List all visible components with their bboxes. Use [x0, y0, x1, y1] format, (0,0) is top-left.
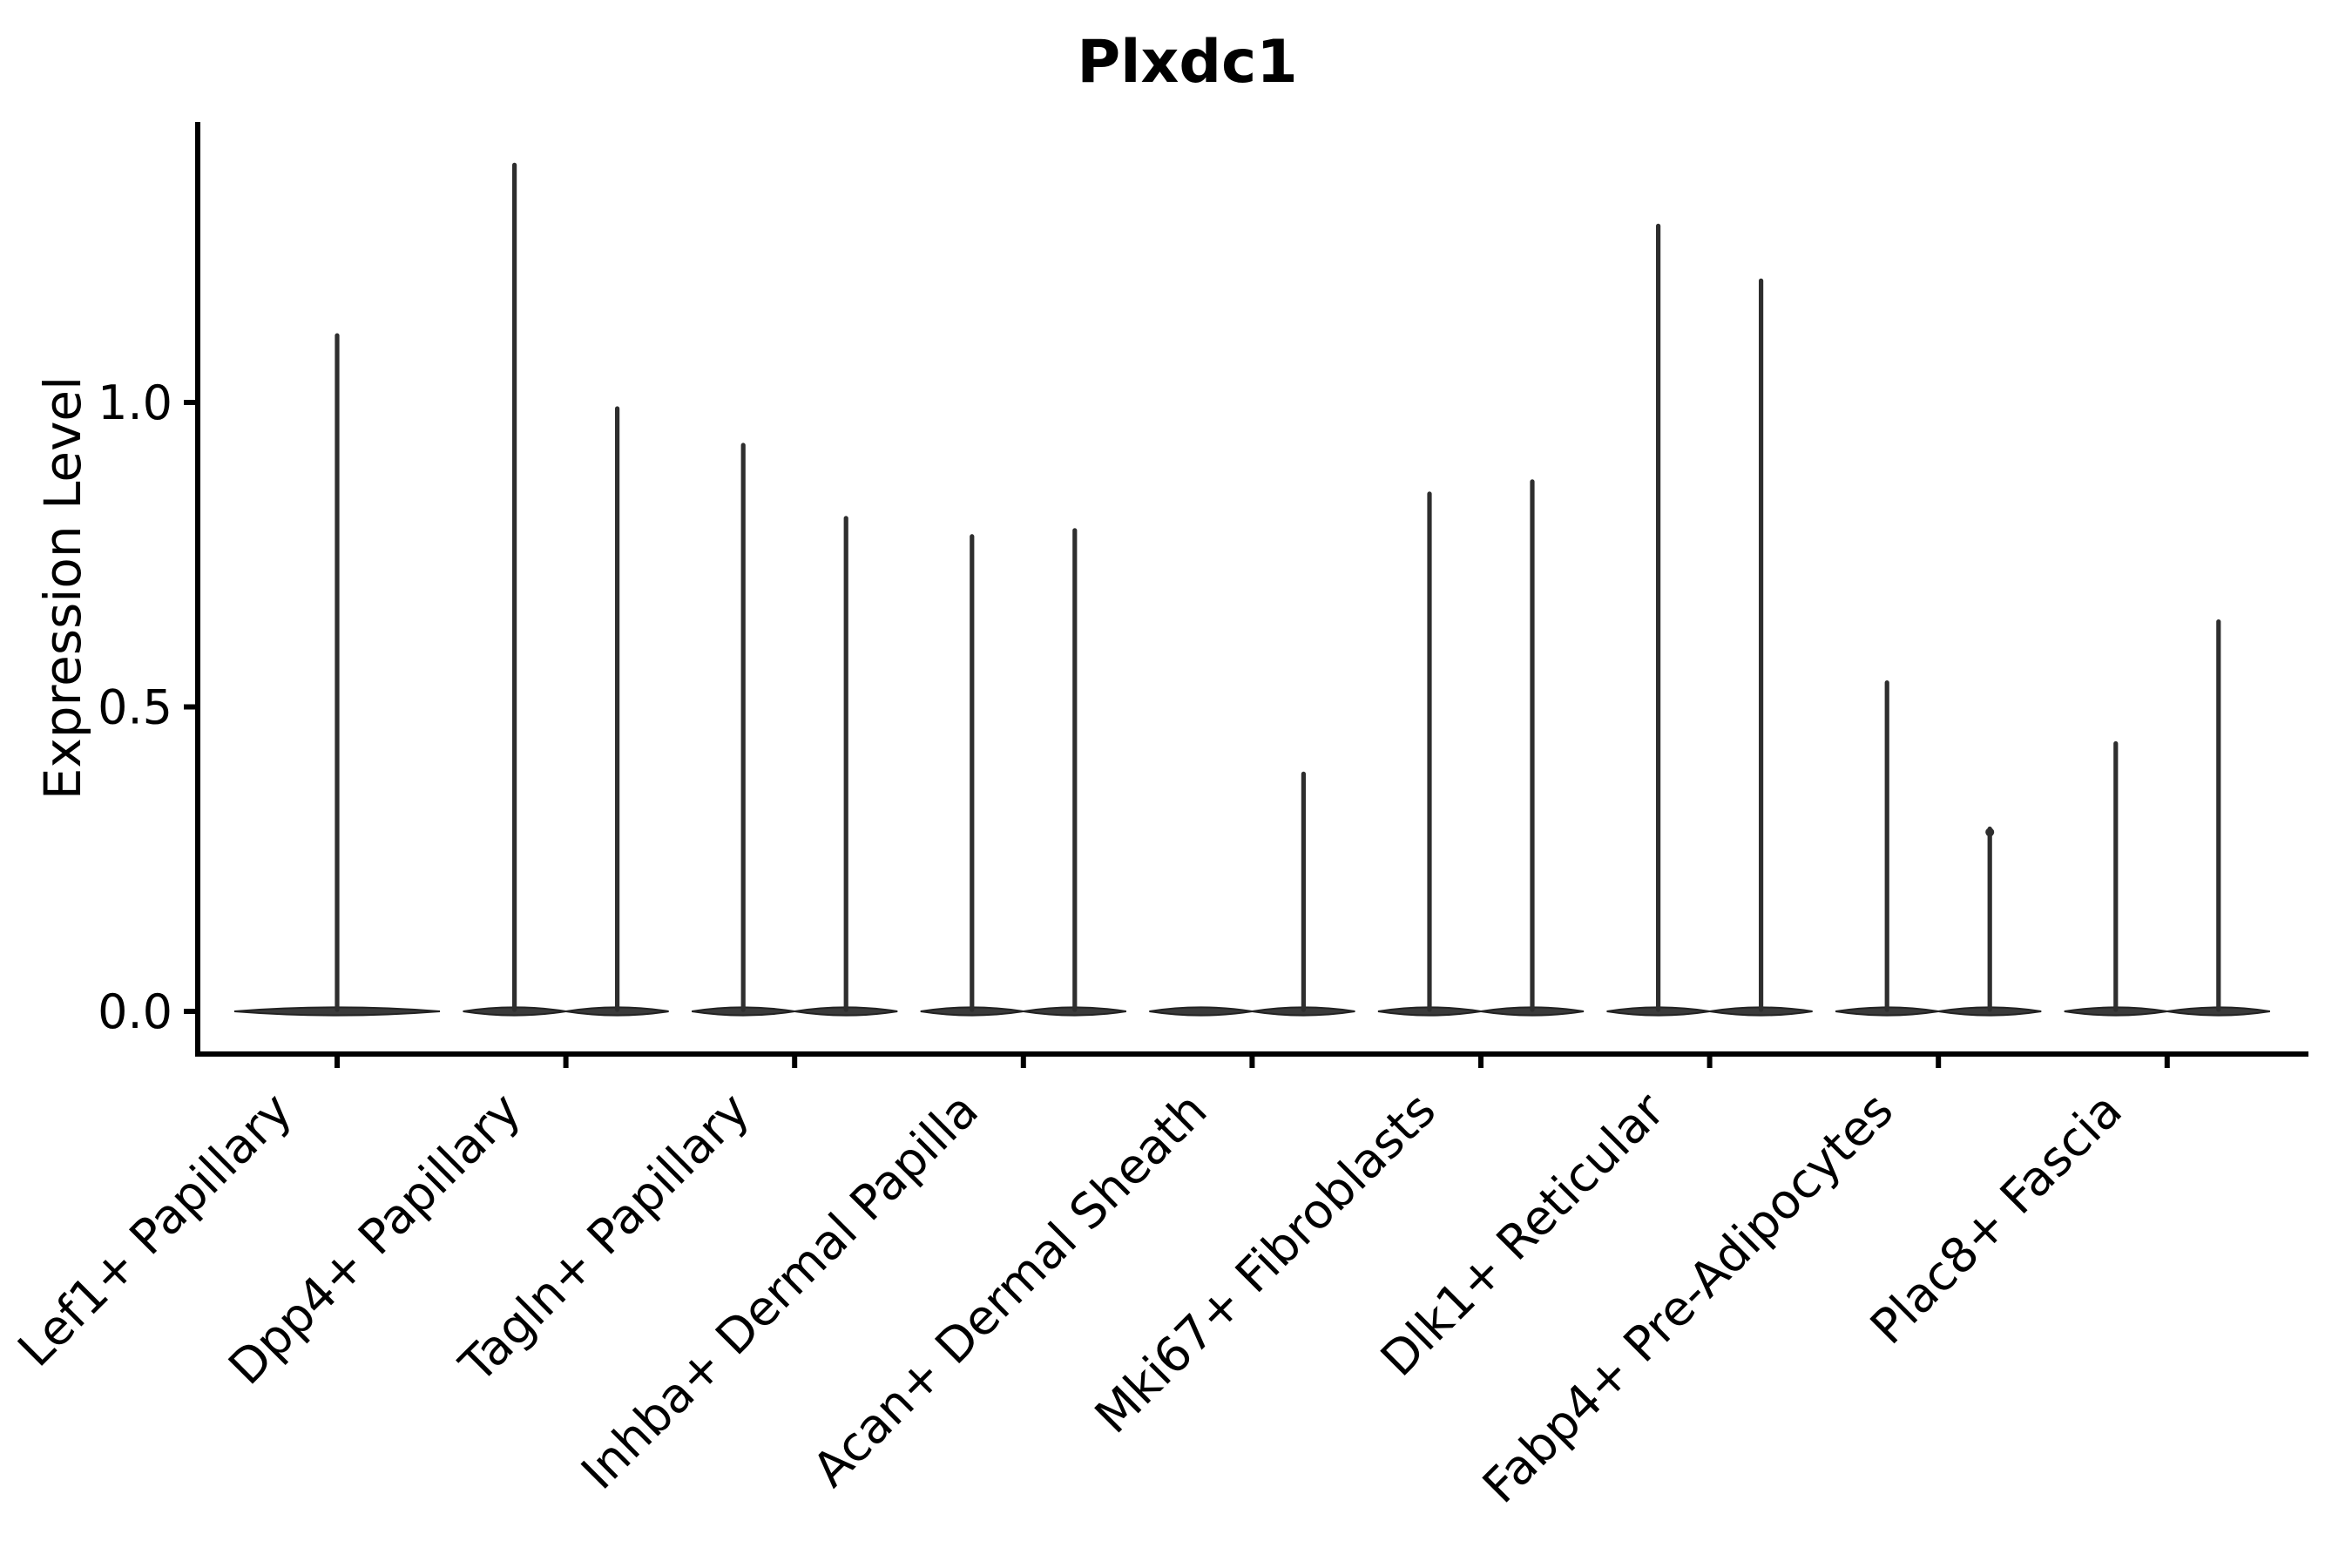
y-tick-label: 0.5	[98, 679, 172, 734]
violin-spike-knob	[1985, 828, 1995, 837]
violin-body	[1149, 1006, 1253, 1017]
y-tick-label: 0.0	[98, 984, 172, 1039]
y-tick-label: 1.0	[98, 375, 172, 430]
plot-title: Plxdc1	[1077, 28, 1298, 97]
x-tick-label: Inhba+ Dermal Papilla	[571, 1082, 989, 1500]
x-tick-label: Acan+ Dermal Sheath	[802, 1082, 1218, 1497]
x-tick-label: Fabp4+ Pre-Adipocytes	[1472, 1082, 1904, 1514]
